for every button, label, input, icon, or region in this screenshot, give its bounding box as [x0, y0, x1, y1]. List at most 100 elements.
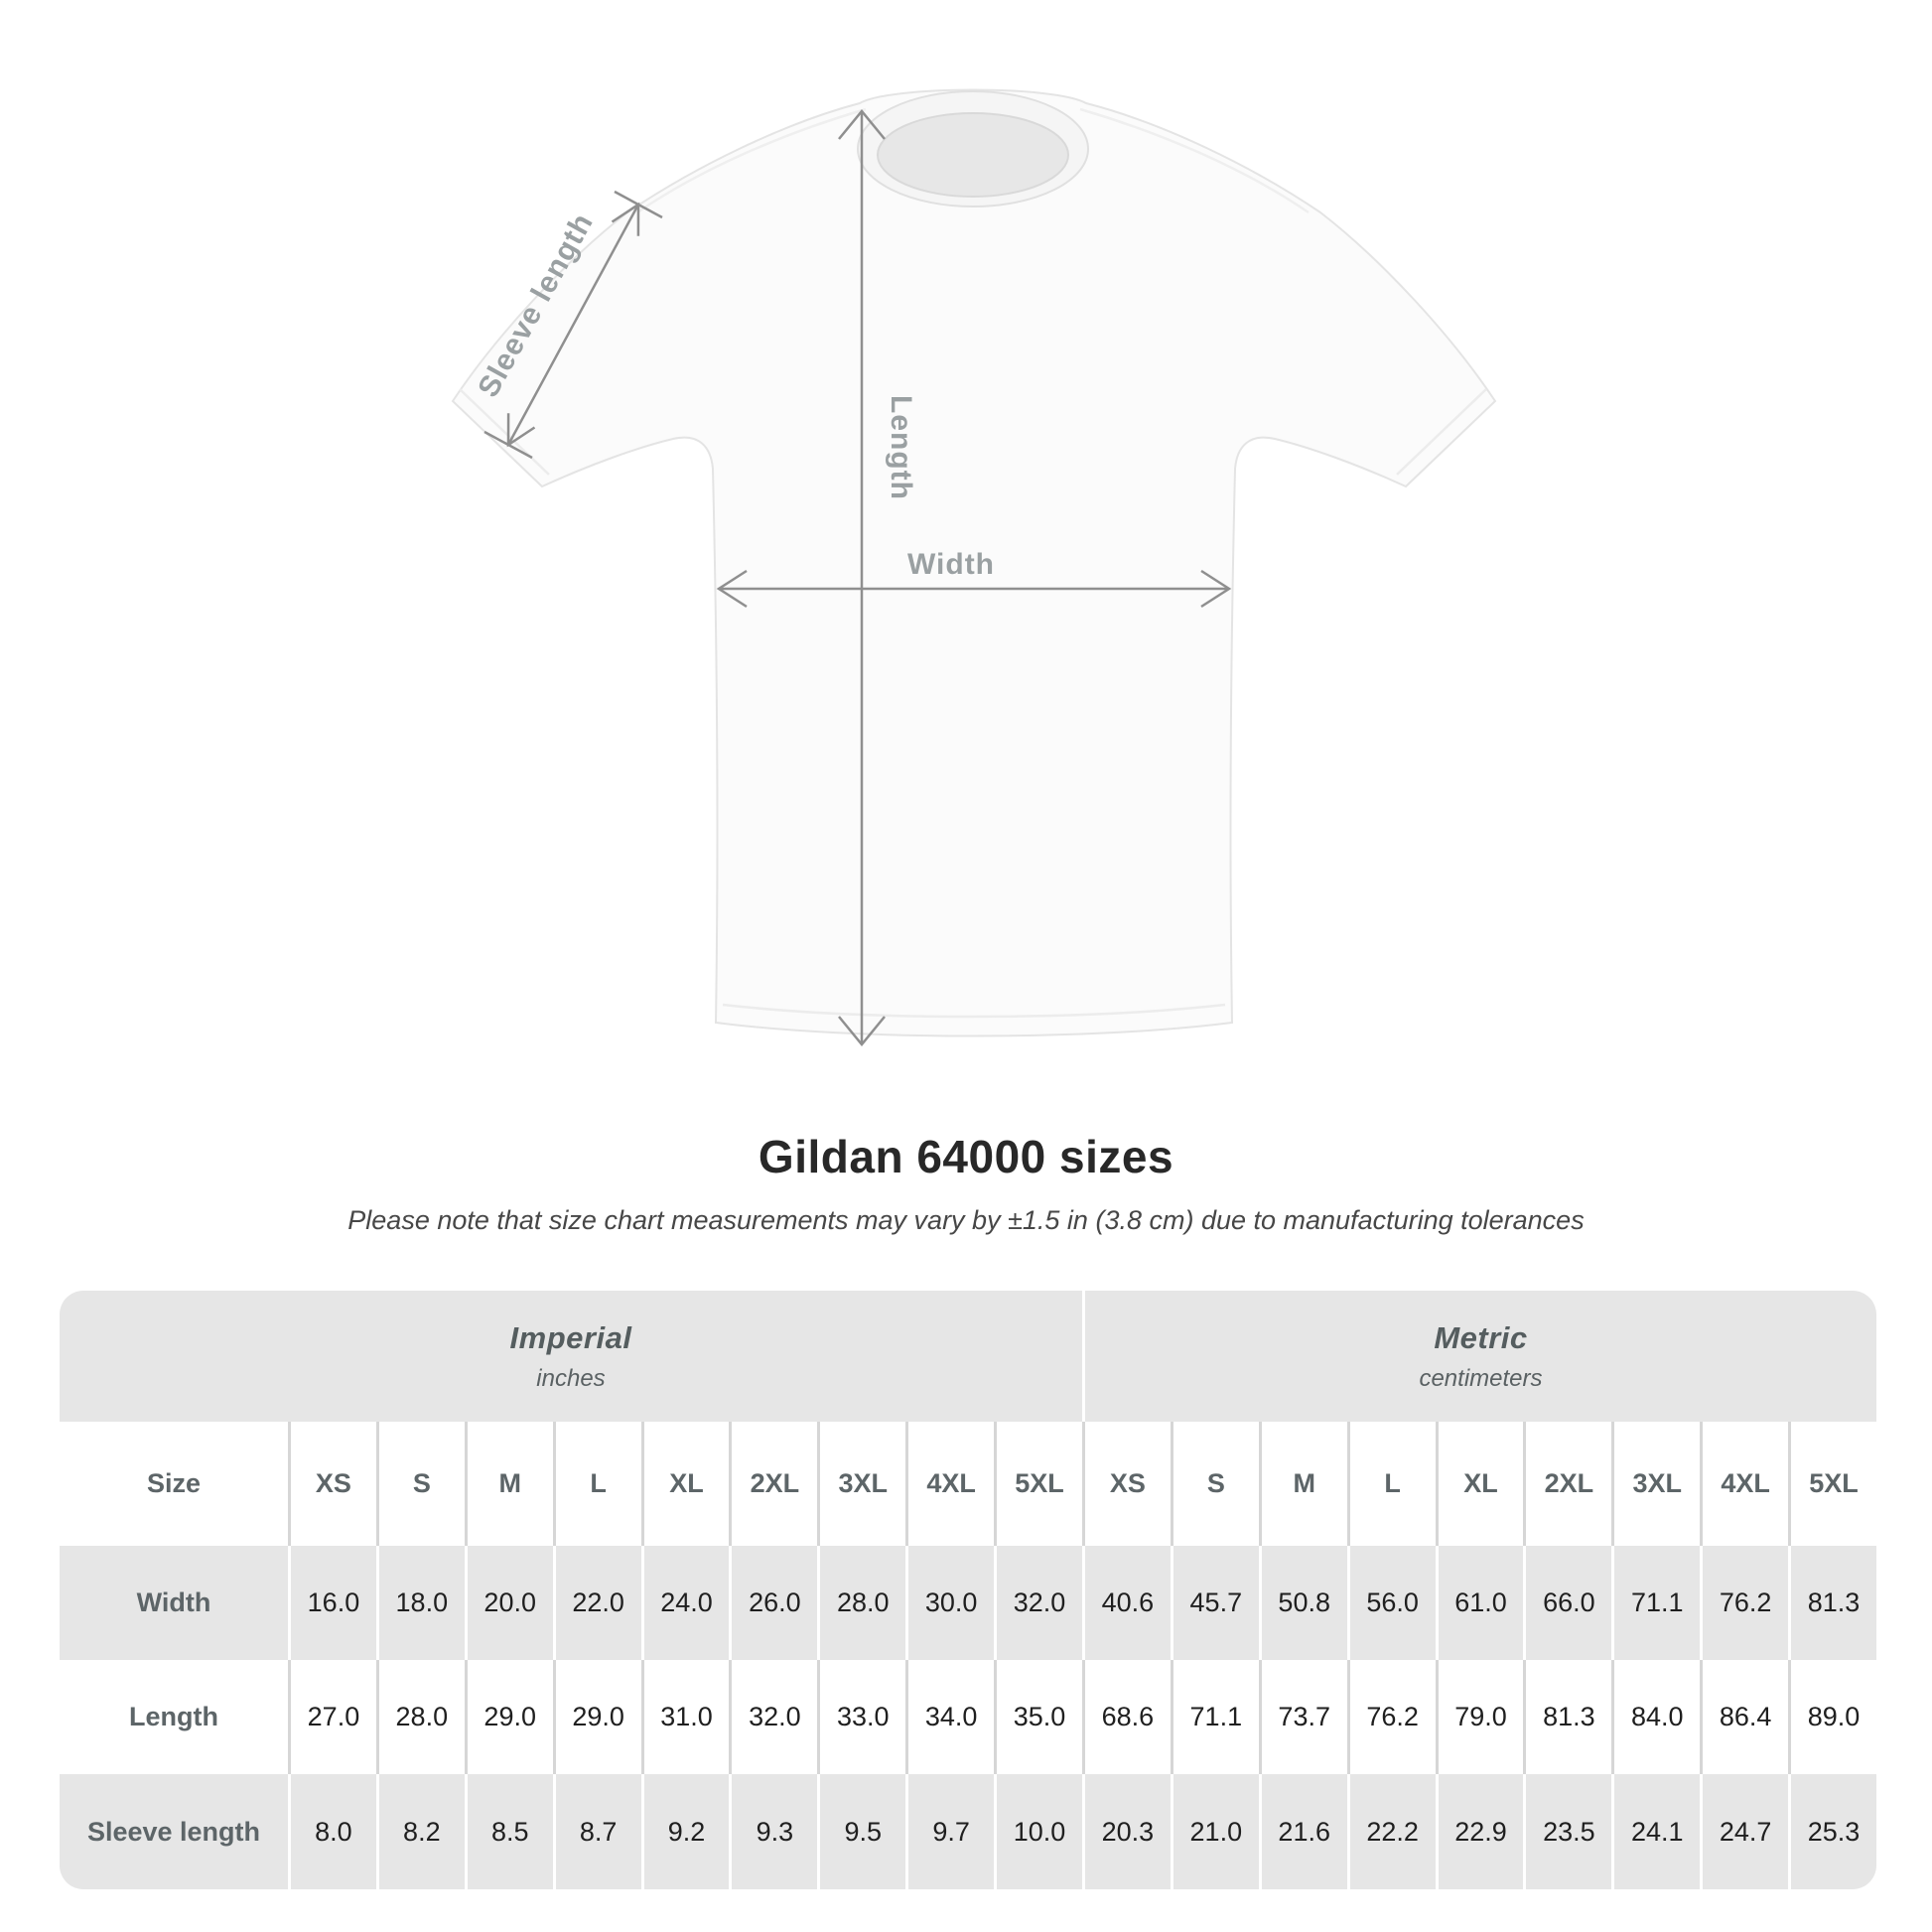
width-arrowhead-right: [1200, 569, 1232, 609]
sleeve-length-value-imperial: 8.2: [375, 1774, 465, 1889]
width-value-metric: 56.0: [1346, 1546, 1436, 1660]
sleeve-length-value-metric: 24.7: [1700, 1774, 1789, 1889]
size-header-metric-s: S: [1170, 1422, 1259, 1546]
length-value-imperial: 32.0: [729, 1660, 818, 1774]
sleeve-length-value-imperial: 8.5: [464, 1774, 553, 1889]
length-value-imperial: 31.0: [640, 1660, 730, 1774]
width-value-metric: 40.6: [1081, 1546, 1171, 1660]
sleeve-length-value-metric: 20.3: [1081, 1774, 1171, 1889]
metric-label: Metric: [1434, 1319, 1528, 1355]
size-header-imperial-xl: XL: [640, 1422, 730, 1546]
width-value-imperial: 32.0: [994, 1546, 1082, 1660]
sleeve-length-value-imperial: 8.0: [288, 1774, 376, 1889]
width-value-metric: 81.3: [1788, 1546, 1876, 1660]
width-value-imperial: 26.0: [729, 1546, 818, 1660]
width-value-metric: 76.2: [1700, 1546, 1789, 1660]
imperial-label: Imperial: [509, 1319, 632, 1355]
width-value-metric: 45.7: [1170, 1546, 1259, 1660]
size-header-metric-3xl: 3XL: [1611, 1422, 1701, 1546]
size-header-metric-2xl: 2XL: [1523, 1422, 1612, 1546]
sleeve-length-value-imperial: 8.7: [552, 1774, 641, 1889]
row-label-sleeve-length: Sleeve length: [60, 1774, 288, 1889]
size-header-metric-xl: XL: [1435, 1422, 1524, 1546]
collar-opening: [877, 112, 1069, 198]
size-header-imperial-m: M: [464, 1422, 553, 1546]
length-value-metric: 86.4: [1700, 1660, 1789, 1774]
length-value-metric: 79.0: [1435, 1660, 1524, 1774]
sleeve-length-value-imperial: 9.7: [905, 1774, 995, 1889]
sleeve-length-value-imperial: 9.5: [817, 1774, 906, 1889]
length-value-imperial: 29.0: [464, 1660, 553, 1774]
width-value-metric: 71.1: [1611, 1546, 1701, 1660]
sleeve-length-value-metric: 22.9: [1435, 1774, 1524, 1889]
sleeve-length-value-imperial: 9.2: [640, 1774, 730, 1889]
length-value-metric: 71.1: [1170, 1660, 1259, 1774]
size-header-metric-l: L: [1346, 1422, 1436, 1546]
length-label: Length: [885, 395, 917, 500]
bottom-hem-stitch: [722, 1003, 1226, 1019]
length-arrowhead-top: [838, 109, 886, 140]
sleeve-length-value-metric: 24.1: [1611, 1774, 1701, 1889]
size-header-metric-xs: XS: [1081, 1422, 1171, 1546]
sleeve-tick-top: [614, 190, 663, 219]
width-value-imperial: 24.0: [640, 1546, 730, 1660]
sleeve-tick-bottom: [483, 430, 533, 460]
width-value-imperial: 18.0: [375, 1546, 465, 1660]
width-label: Width: [907, 548, 995, 581]
length-arrowhead-bottom: [838, 1016, 886, 1046]
width-arrowhead-left: [716, 569, 748, 609]
length-value-imperial: 35.0: [994, 1660, 1082, 1774]
size-header-imperial-5xl: 5XL: [994, 1422, 1082, 1546]
width-value-metric: 50.8: [1258, 1546, 1347, 1660]
length-value-metric: 81.3: [1523, 1660, 1612, 1774]
size-header-imperial-2xl: 2XL: [729, 1422, 818, 1546]
length-value-imperial: 27.0: [288, 1660, 376, 1774]
size-header-imperial-4xl: 4XL: [905, 1422, 995, 1546]
page-title: Gildan 64000 sizes: [758, 1131, 1174, 1182]
imperial-section-header: Imperial inches: [60, 1291, 1082, 1422]
size-table: Imperial inches Metric centimeters Size X…: [60, 1291, 1876, 1889]
tshirt-silhouette: [451, 88, 1497, 1037]
length-value-metric: 89.0: [1788, 1660, 1876, 1774]
length-value-metric: 68.6: [1081, 1660, 1171, 1774]
shoulder-seam-left: [636, 107, 867, 214]
size-header-imperial-s: S: [375, 1422, 465, 1546]
size-column-header: Size: [60, 1422, 288, 1546]
width-value-metric: 66.0: [1523, 1546, 1612, 1660]
row-label-width: Width: [60, 1546, 288, 1660]
size-header-imperial-l: L: [552, 1422, 641, 1546]
size-header-imperial-xs: XS: [288, 1422, 376, 1546]
width-value-imperial: 16.0: [288, 1546, 376, 1660]
width-value-imperial: 22.0: [552, 1546, 641, 1660]
sleeve-hem-stitch-right: [1396, 388, 1487, 476]
width-value-metric: 61.0: [1435, 1546, 1524, 1660]
sleeve-hem-stitch-left: [459, 388, 550, 476]
sleeve-length-value-metric: 23.5: [1523, 1774, 1612, 1889]
size-header-imperial-3xl: 3XL: [817, 1422, 906, 1546]
length-value-metric: 76.2: [1346, 1660, 1436, 1774]
sleeve-length-value-metric: 21.6: [1258, 1774, 1347, 1889]
sleeve-arrow-line: [506, 204, 640, 446]
width-value-imperial: 28.0: [817, 1546, 906, 1660]
sleeve-length-value-imperial: 10.0: [994, 1774, 1082, 1889]
sleeve-length-value-imperial: 9.3: [729, 1774, 818, 1889]
length-value-imperial: 29.0: [552, 1660, 641, 1774]
sleeve-length-value-metric: 21.0: [1170, 1774, 1259, 1889]
tolerance-note: Please note that size chart measurements…: [347, 1205, 1585, 1235]
imperial-unit: inches: [536, 1364, 606, 1392]
metric-unit: centimeters: [1419, 1364, 1543, 1392]
shoulder-seam-right: [1079, 107, 1310, 214]
length-value-metric: 73.7: [1258, 1660, 1347, 1774]
length-value-imperial: 34.0: [905, 1660, 995, 1774]
metric-section-header: Metric centimeters: [1081, 1291, 1876, 1422]
size-header-metric-5xl: 5XL: [1788, 1422, 1876, 1546]
length-value-metric: 84.0: [1611, 1660, 1701, 1774]
row-label-length: Length: [60, 1660, 288, 1774]
width-value-imperial: 20.0: [464, 1546, 553, 1660]
width-value-imperial: 30.0: [905, 1546, 995, 1660]
size-header-metric-m: M: [1258, 1422, 1347, 1546]
tshirt-measurement-diagram: Width Length Sleeve length: [451, 88, 1497, 1046]
length-value-imperial: 28.0: [375, 1660, 465, 1774]
size-header-metric-4xl: 4XL: [1700, 1422, 1789, 1546]
sleeve-length-value-metric: 22.2: [1346, 1774, 1436, 1889]
